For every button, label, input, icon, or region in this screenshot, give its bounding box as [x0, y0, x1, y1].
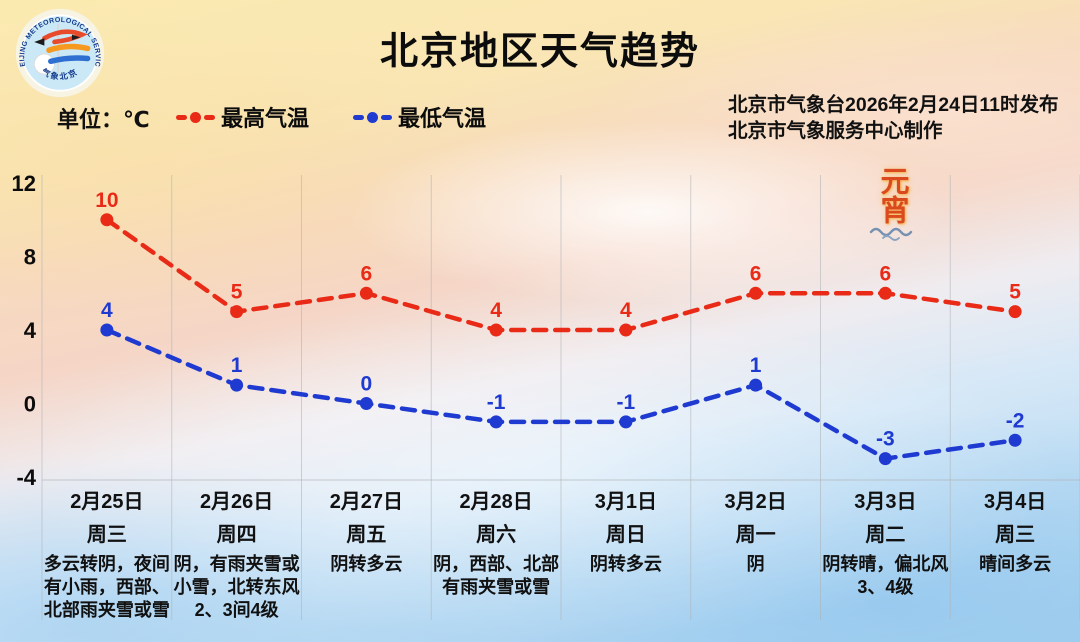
high-temp-value-label: 6 — [750, 262, 762, 285]
high-temp-value-label: 10 — [95, 189, 118, 212]
date-label: 2月28日 — [459, 491, 533, 513]
date-label: 3月4日 — [984, 491, 1047, 513]
low-temp-point — [359, 397, 373, 410]
high-temp-point — [359, 286, 373, 300]
high-temp-line — [104, 217, 1018, 333]
low-temp-point — [230, 378, 244, 392]
date-label: 2月25日 — [70, 491, 144, 513]
low-temp-value-label: -3 — [876, 428, 895, 451]
low-temp-point — [619, 415, 633, 429]
date-label: 3月2日 — [724, 491, 787, 513]
weekday-label: 周三 — [995, 524, 1036, 546]
logo-blue-stripe — [48, 55, 91, 65]
weather-description: 阴，有雨夹雪或小雪，北转东风2、3间4级 — [173, 554, 300, 620]
day-column: 2月26日周四阴，有雨夹雪或小雪，北转东风2、3间4级 — [172, 489, 302, 622]
date-label: 2月26日 — [199, 491, 274, 513]
day-column: 3月2日周一阴 — [691, 489, 821, 576]
festival-calligraphy: 元宵 — [876, 166, 908, 224]
y-axis-tick: -4 — [16, 465, 36, 490]
date-label: 2月27日 — [329, 491, 404, 513]
high-temp-value-label: 5 — [231, 281, 243, 304]
low-temp-point — [749, 378, 763, 392]
weather-description: 阴，西部、北部有雨夹雪或雪 — [433, 554, 560, 597]
low-temp-point — [489, 415, 503, 429]
logo-orange-stripe — [46, 43, 91, 53]
weekday-label: 周四 — [216, 524, 257, 546]
low-temp-value-label: 4 — [101, 299, 113, 322]
chart-legend: 最高气温 最低气温 — [176, 101, 486, 133]
high-temp-point — [1008, 305, 1022, 319]
weekday-label: 周二 — [865, 524, 906, 546]
weekday-label: 周五 — [346, 524, 387, 546]
legend-label-low-temp: 最低气温 — [398, 106, 487, 131]
low-temp-point — [878, 452, 892, 466]
weather-description: 阴转多云 — [330, 554, 403, 574]
low-temp-point — [1008, 433, 1022, 447]
weekday-label: 周三 — [86, 524, 127, 546]
low-temp-value-label: -2 — [1006, 409, 1025, 432]
beijing-meteorological-service-logo: BEIJING METEOROLOGICAL SERVICE 气象北京 — [14, 6, 105, 98]
logo-red-stripe — [42, 29, 88, 45]
high-temp-point — [619, 323, 633, 337]
wave-icon — [869, 227, 913, 241]
weather-description: 多云转阴，夜间有小雨，西部、北部雨夹雪或雪 — [43, 554, 170, 620]
high-temp-point — [749, 286, 763, 300]
low-temp-value-label: -1 — [487, 391, 506, 414]
high-temp-point — [230, 305, 244, 319]
publisher-info: 北京市气象台2026年2月24日11时发布 北京市气象服务中心制作 — [728, 92, 1059, 144]
low-temp-value-label: 0 — [361, 373, 373, 396]
low-temp-value-label: -1 — [617, 391, 636, 414]
weekday-label: 周一 — [735, 524, 776, 546]
producer-line: 北京市气象服务中心制作 — [728, 120, 943, 142]
low-temp-value-label: 1 — [231, 354, 243, 377]
publish-time-line: 北京市气象台2026年2月24日11时发布 — [728, 94, 1059, 116]
day-column: 2月27日周五阴转多云 — [302, 489, 432, 576]
date-label: 3月3日 — [854, 491, 917, 513]
unit-label: 单位：℃ — [57, 107, 150, 132]
high-temp-value-label: 6 — [880, 262, 892, 285]
weather-description: 阴转晴，偏北风3、4级 — [822, 554, 949, 597]
day-column: 3月3日周二阴转晴，偏北风3、4级 — [821, 489, 951, 599]
weekday-label: 周日 — [605, 524, 646, 546]
day-column: 2月25日周三多云转阴，夜间有小雨，西部、北部雨夹雪或雪 — [42, 489, 172, 622]
weather-description: 阴 — [746, 554, 765, 574]
high-temp-point — [878, 286, 892, 300]
weekday-label: 周六 — [476, 524, 517, 546]
page-title: 北京地区天气趋势 — [379, 31, 700, 73]
wind-vane-icon — [34, 38, 45, 46]
high-temp-dashed-line-marker — [176, 111, 215, 123]
legend-item-low-temp: 最低气温 — [353, 101, 486, 133]
y-axis-tick: 4 — [24, 318, 37, 343]
day-column: 3月1日周日阴转多云 — [561, 489, 691, 576]
day-column: 3月4日周三晴间多云 — [950, 489, 1080, 576]
high-temp-point — [489, 323, 503, 337]
legend-label-high-temp: 最高气温 — [221, 106, 310, 131]
low-temp-value-label: 1 — [750, 354, 762, 377]
high-temp-value-label: 6 — [361, 262, 373, 285]
high-temp-point — [100, 213, 114, 227]
wind-vane-arrow-icon — [71, 34, 81, 41]
y-axis-tick: 0 — [24, 392, 36, 417]
low-temp-dashed-line-marker — [353, 111, 393, 123]
legend-item-high-temp: 最高气温 — [176, 101, 309, 133]
high-temp-value-label: 5 — [1009, 281, 1021, 304]
weather-description: 阴转多云 — [589, 554, 662, 574]
high-temp-value-label: 4 — [490, 299, 502, 322]
low-temp-point — [100, 323, 114, 337]
lantern-festival-decoration: 元宵 — [855, 166, 929, 242]
low-temp-line — [104, 327, 1018, 461]
y-axis-tick: 12 — [12, 171, 36, 196]
high-temp-value-label: 4 — [620, 299, 632, 322]
y-axis-tick: 8 — [24, 245, 36, 270]
weather-description: 晴间多云 — [979, 554, 1052, 574]
date-label: 3月1日 — [594, 491, 657, 513]
day-column: 2月28日周六阴，西部、北部有雨夹雪或雪 — [431, 489, 561, 599]
